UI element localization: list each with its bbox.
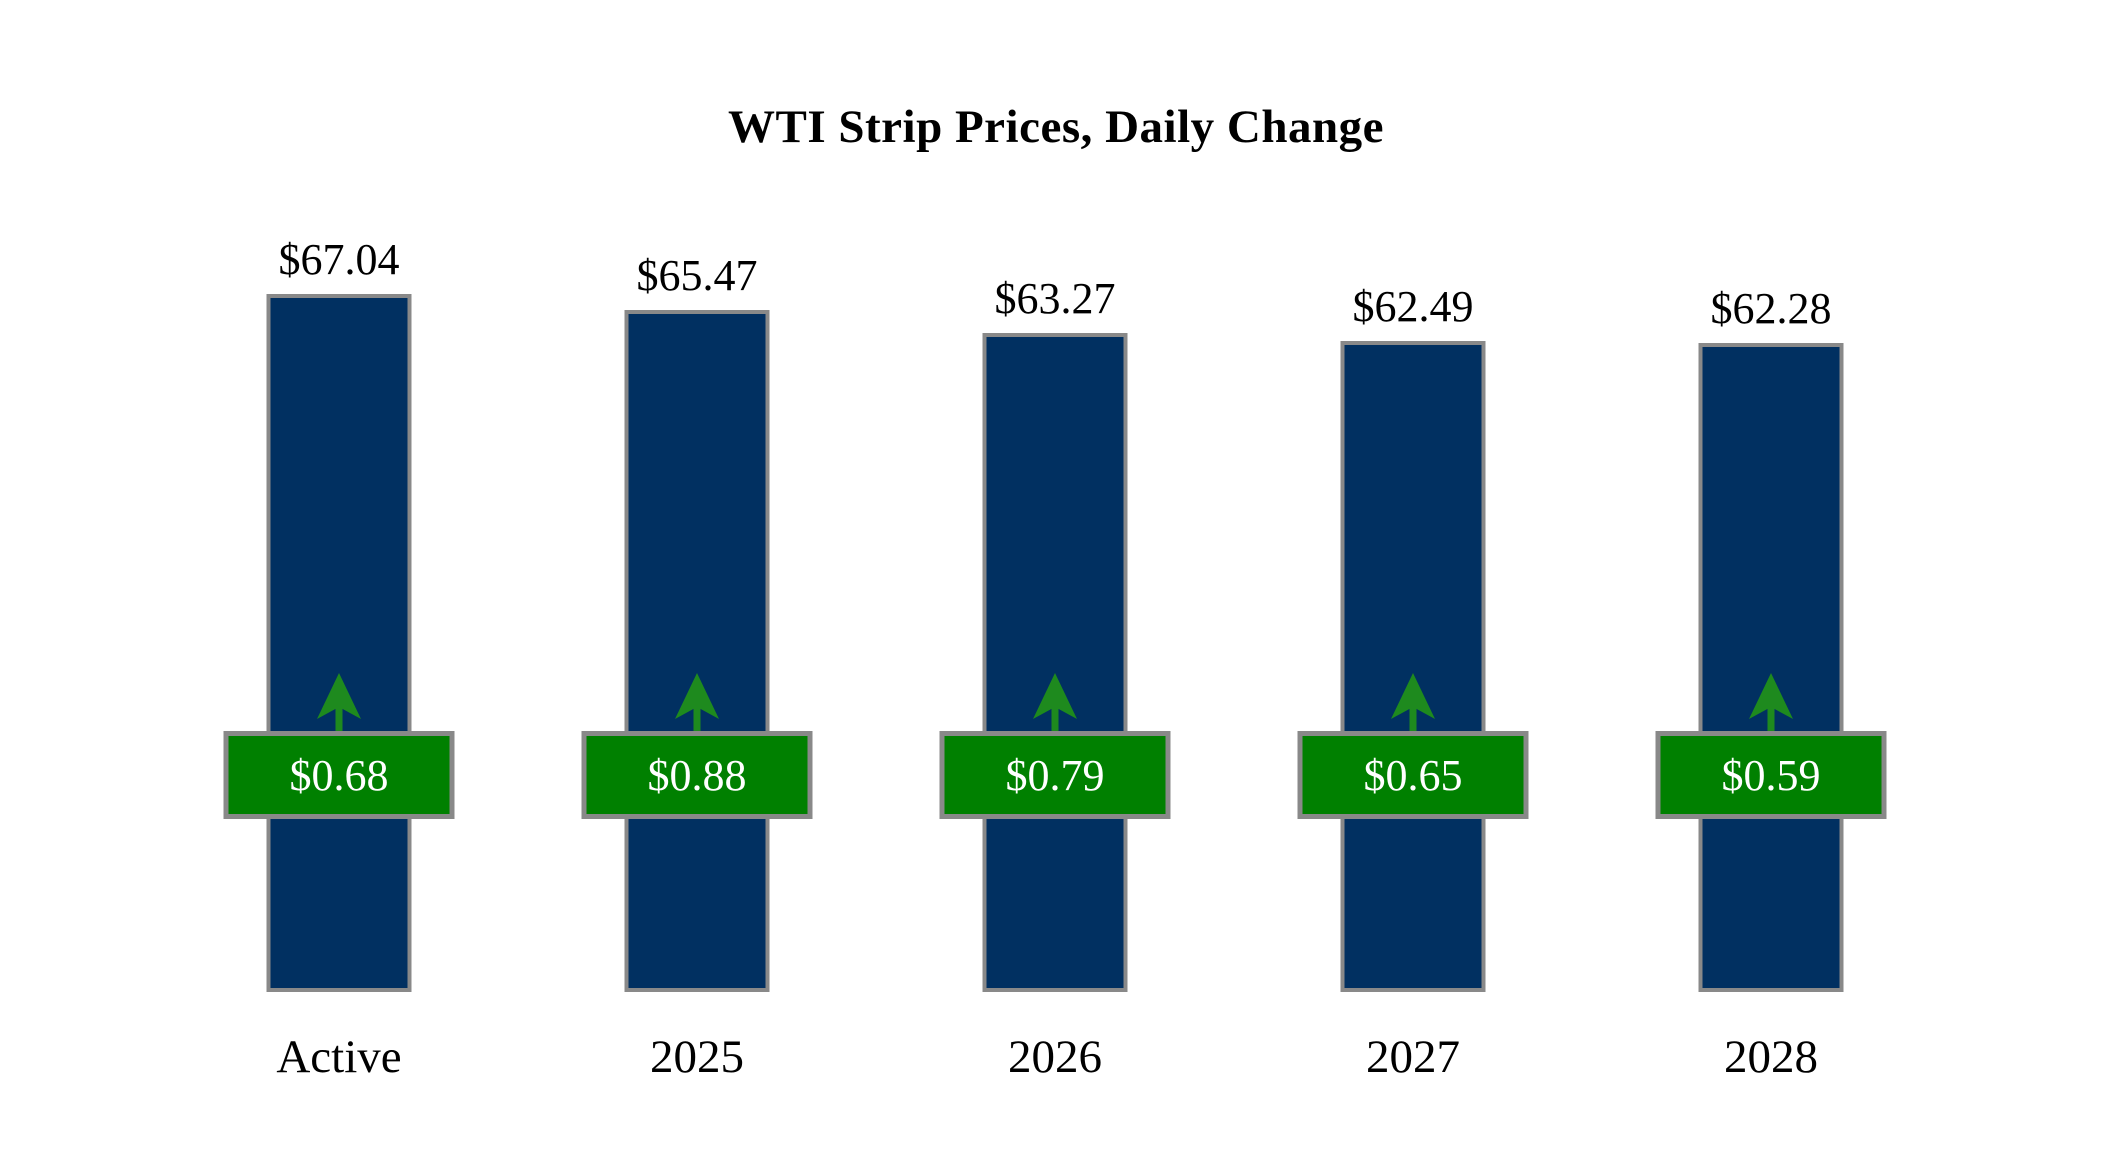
daily-change-value: $0.79 (1005, 750, 1105, 800)
column-2025: $65.47 $0.88 2025 (518, 0, 876, 1152)
bar (266, 294, 412, 992)
price-label: $63.27 (994, 273, 1116, 323)
column-2027: $62.49 $0.65 2027 (1234, 0, 1592, 1152)
price-label: $62.49 (1352, 281, 1474, 331)
daily-change-badge: $0.79 (939, 731, 1171, 819)
chart-title: WTI Strip Prices, Daily Change (727, 101, 1385, 153)
category-label: 2027 (1366, 1031, 1460, 1083)
price-label: $67.04 (278, 234, 400, 284)
up-arrow-icon (317, 673, 361, 733)
bar (1340, 341, 1486, 992)
plot-area: $67.04 $0.68 Active $65.47 $0.88 2025 (160, 0, 1950, 1152)
daily-change-value: $0.59 (1721, 750, 1821, 800)
up-arrow-icon (1033, 673, 1077, 733)
bar (1698, 343, 1844, 992)
daily-change-value: $0.88 (647, 750, 747, 800)
daily-change-badge: $0.65 (1297, 731, 1529, 819)
daily-change-value: $0.68 (289, 750, 389, 800)
up-arrow-icon (675, 673, 719, 733)
column-2026: $63.27 $0.79 2026 (876, 0, 1234, 1152)
category-label: Active (276, 1031, 402, 1083)
daily-change-badge: $0.68 (223, 731, 455, 819)
category-label: 2028 (1724, 1031, 1818, 1083)
column-2028: $62.28 $0.59 2028 (1592, 0, 1950, 1152)
bar (624, 310, 770, 992)
up-arrow-icon (1391, 673, 1435, 733)
bar (982, 333, 1128, 992)
daily-change-value: $0.65 (1363, 750, 1463, 800)
price-label: $62.28 (1710, 283, 1832, 333)
up-arrow-icon (1749, 673, 1793, 733)
column-active: $67.04 $0.68 Active (160, 0, 518, 1152)
daily-change-badge: $0.59 (1655, 731, 1887, 819)
category-label: 2025 (650, 1031, 744, 1083)
price-label: $65.47 (636, 250, 758, 300)
category-label: 2026 (1008, 1031, 1102, 1083)
daily-change-badge: $0.88 (581, 731, 813, 819)
